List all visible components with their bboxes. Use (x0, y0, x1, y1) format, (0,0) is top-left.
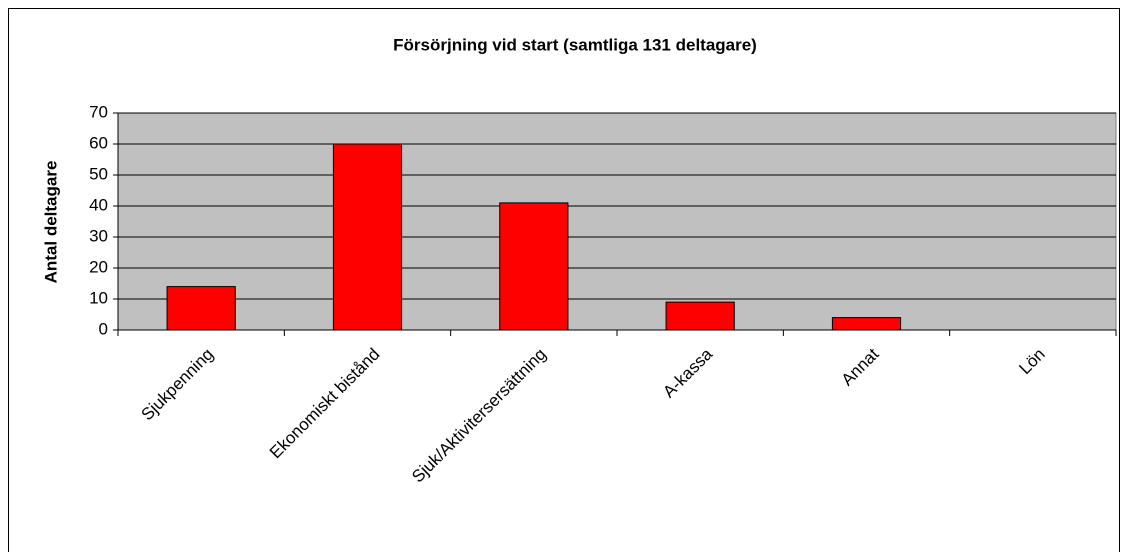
y-tick-label: 70 (89, 102, 108, 121)
bar (831, 317, 902, 331)
y-tick-label: 60 (89, 133, 108, 152)
y-tick-label: 0 (99, 319, 108, 338)
bar (332, 143, 403, 331)
bar (665, 301, 735, 331)
y-tick-label: 50 (89, 164, 108, 183)
bar (166, 286, 236, 331)
plot-area (117, 112, 1117, 331)
chart-title: Försörjning vid start (samtliga 131 delt… (393, 35, 757, 54)
y-tick-label: 20 (89, 257, 108, 276)
bar (499, 202, 569, 331)
y-tick-label: 10 (89, 288, 108, 307)
y-tick-label: 30 (89, 226, 108, 245)
y-axis-label: Antal deltagare (41, 161, 60, 284)
y-tick-label: 40 (89, 195, 108, 214)
